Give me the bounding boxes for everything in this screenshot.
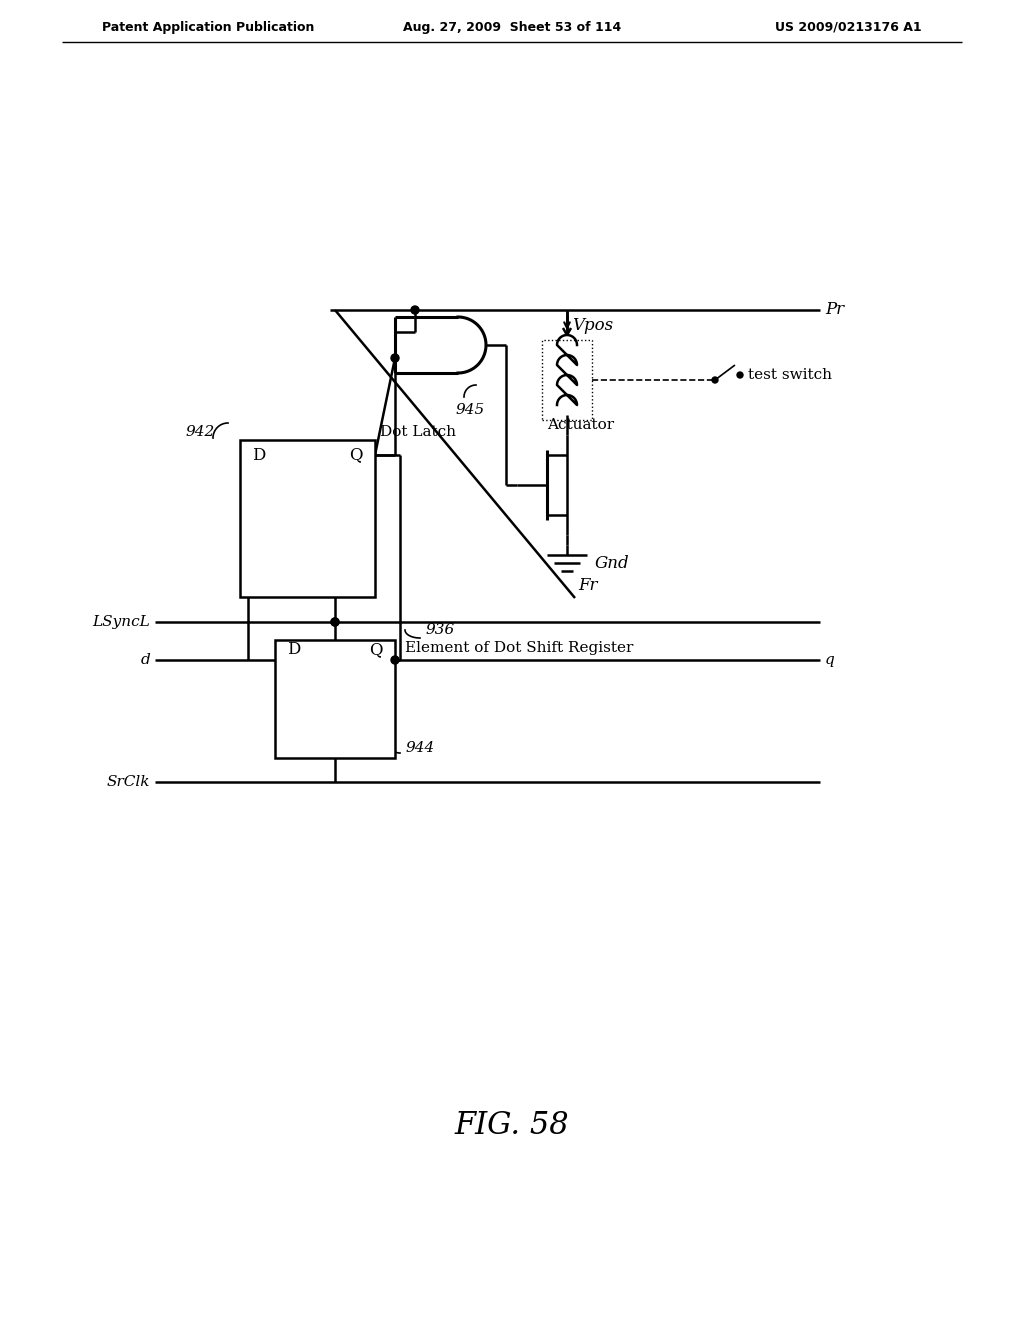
Text: 944: 944 bbox=[406, 741, 434, 755]
Text: 945: 945 bbox=[456, 403, 485, 417]
Text: Dot Latch: Dot Latch bbox=[380, 425, 456, 440]
Text: Element of Dot Shift Register: Element of Dot Shift Register bbox=[406, 642, 634, 655]
Bar bbox=[240, 440, 375, 597]
Text: LSyncL: LSyncL bbox=[92, 615, 150, 630]
Text: test switch: test switch bbox=[748, 368, 831, 381]
Text: Vpos: Vpos bbox=[572, 317, 613, 334]
Text: Q: Q bbox=[370, 642, 383, 659]
Circle shape bbox=[737, 372, 743, 378]
Circle shape bbox=[712, 378, 718, 383]
Circle shape bbox=[391, 354, 399, 362]
Text: d: d bbox=[140, 653, 150, 667]
Circle shape bbox=[411, 306, 419, 314]
Circle shape bbox=[331, 618, 339, 626]
Circle shape bbox=[331, 618, 339, 626]
Bar bbox=[275, 640, 395, 758]
Text: 942: 942 bbox=[185, 425, 214, 440]
Bar bbox=[542, 341, 592, 420]
Text: SrClk: SrClk bbox=[106, 775, 150, 789]
Text: Gnd: Gnd bbox=[595, 554, 630, 572]
Text: D: D bbox=[252, 446, 265, 463]
Text: Q: Q bbox=[349, 446, 362, 463]
Text: Pr: Pr bbox=[825, 301, 844, 318]
Text: q: q bbox=[825, 653, 835, 667]
Text: Fr: Fr bbox=[578, 577, 597, 594]
Text: D: D bbox=[287, 642, 300, 659]
Text: Actuator: Actuator bbox=[547, 418, 614, 432]
Circle shape bbox=[391, 656, 399, 664]
Text: Aug. 27, 2009  Sheet 53 of 114: Aug. 27, 2009 Sheet 53 of 114 bbox=[402, 21, 622, 33]
Text: Patent Application Publication: Patent Application Publication bbox=[102, 21, 314, 33]
Text: FIG. 58: FIG. 58 bbox=[455, 1110, 569, 1140]
Text: US 2009/0213176 A1: US 2009/0213176 A1 bbox=[775, 21, 922, 33]
Text: 936: 936 bbox=[425, 623, 455, 638]
